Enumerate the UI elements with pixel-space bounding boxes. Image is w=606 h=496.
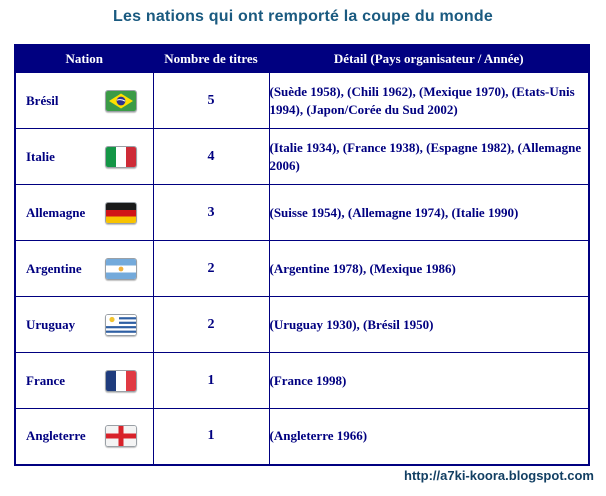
titles-count: 4 — [152, 128, 270, 185]
nation-name: Brésil — [26, 92, 59, 108]
france-flag-icon — [104, 369, 137, 392]
titles-count: 2 — [152, 240, 270, 297]
table-row: Allemagne 3 (Suisse 1954), (Allemagne 19… — [14, 184, 590, 241]
column-header-nation: Nation — [14, 44, 154, 73]
world-cup-winners-table: Nation Nombre de titres Détail (Pays org… — [14, 44, 590, 466]
nation-name: Italie — [26, 148, 55, 164]
titles-count: 1 — [152, 408, 270, 465]
table-row: France 1 (France 1998) — [14, 352, 590, 409]
titles-detail: (Suède 1958), (Chili 1962), (Mexique 197… — [268, 72, 590, 129]
nation-name: Argentine — [26, 260, 82, 276]
table-row: Brésil 5 (Suède 1958), (Chili 1962), (Me — [14, 72, 590, 129]
titles-detail: (Angleterre 1966) — [268, 408, 590, 465]
nation-name: Angleterre — [26, 428, 86, 444]
nation-name: France — [26, 372, 65, 388]
titles-count: 5 — [152, 72, 270, 129]
titles-detail: (Argentine 1978), (Mexique 1986) — [268, 240, 590, 297]
column-header-detail: Détail (Pays organisateur / Année) — [268, 44, 590, 73]
nation-name: Allemagne — [26, 204, 86, 220]
column-header-titles: Nombre de titres — [152, 44, 270, 73]
titles-count: 1 — [152, 352, 270, 409]
brazil-flag-icon — [104, 89, 137, 112]
titles-detail: (Italie 1934), (France 1938), (Espagne 1… — [268, 128, 590, 185]
table-row: Angleterre 1 (Angleterre 1966) — [14, 408, 590, 465]
titles-detail: (Uruguay 1930), (Brésil 1950) — [268, 296, 590, 353]
page-title: Les nations qui ont remporté la coupe du… — [113, 8, 493, 25]
uruguay-flag-icon — [104, 313, 137, 336]
titles-detail: (France 1998) — [268, 352, 590, 409]
footer-url: http://a7ki-koora.blogspot.com — [404, 468, 594, 483]
argentina-flag-icon — [104, 257, 137, 280]
table-row: Argentine 2 (Argentine 1978), (Mexique 1… — [14, 240, 590, 297]
table-header-row: Nation Nombre de titres Détail (Pays org… — [14, 44, 590, 73]
italy-flag-icon — [104, 145, 137, 168]
germany-flag-icon — [104, 201, 137, 224]
table-row: Uruguay — [14, 296, 590, 353]
titles-count: 3 — [152, 184, 270, 241]
titles-count: 2 — [152, 296, 270, 353]
table-row: Italie 4 (Italie 1934), (France 1938), (… — [14, 128, 590, 185]
nation-name: Uruguay — [26, 316, 76, 332]
england-flag-icon — [104, 425, 137, 448]
titles-detail: (Suisse 1954), (Allemagne 1974), (Italie… — [268, 184, 590, 241]
